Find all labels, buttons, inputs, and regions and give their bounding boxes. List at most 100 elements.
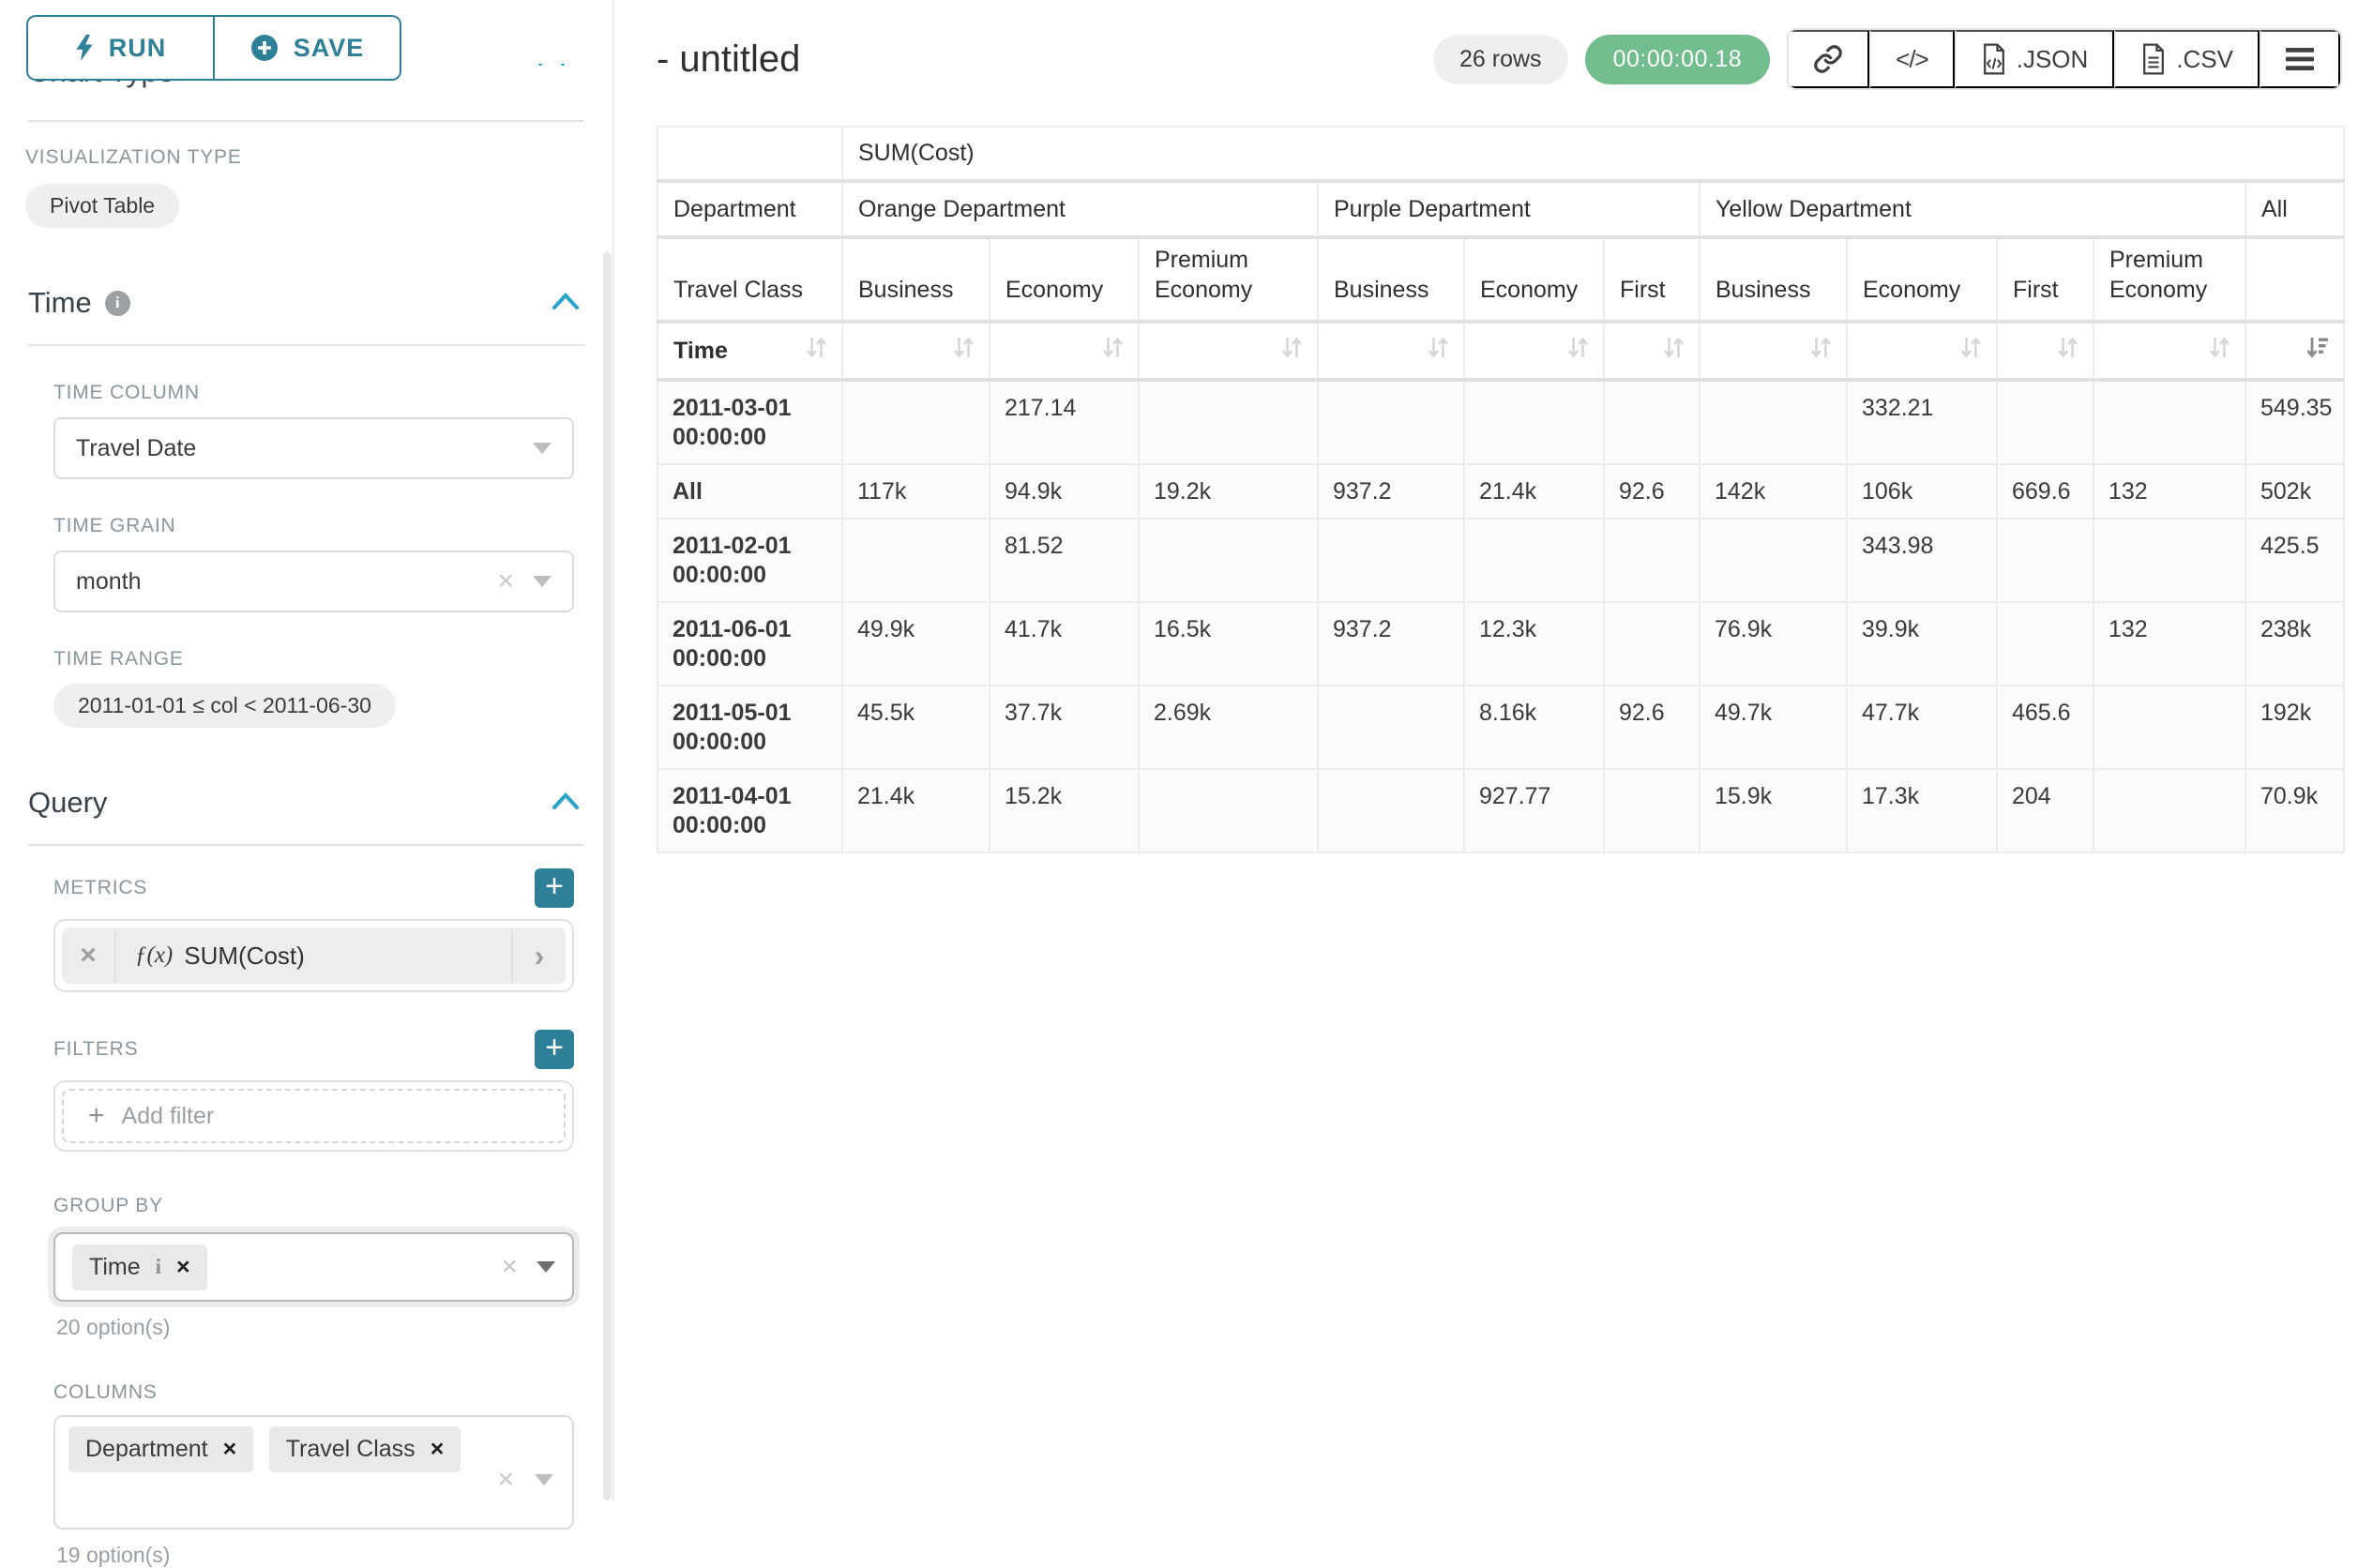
json-file-icon xyxy=(1981,43,2007,75)
pivot-cell: 117k xyxy=(842,464,990,519)
pivot-sort-header[interactable] xyxy=(842,322,990,380)
query-collapse-button[interactable] xyxy=(551,791,581,816)
plus-icon: + xyxy=(88,1100,105,1132)
pivot-sort-header[interactable] xyxy=(990,322,1139,380)
clear-icon[interactable]: × xyxy=(497,1466,514,1494)
pivot-cell: 425.5 xyxy=(2245,519,2344,602)
columns-select[interactable]: Department × Travel Class × × xyxy=(53,1415,574,1530)
sidebar-scrollbar[interactable] xyxy=(603,251,612,1500)
pivot-cell: 92.6 xyxy=(1604,464,1700,519)
pivot-cell xyxy=(2093,769,2245,852)
group-by-select[interactable]: Time i × × xyxy=(53,1232,574,1302)
pivot-sort-header[interactable]: Time xyxy=(657,322,842,380)
sort-toggle-icon xyxy=(1809,335,1833,367)
remove-tag-icon[interactable]: × xyxy=(176,1256,190,1279)
pivot-sort-header[interactable] xyxy=(1139,322,1318,380)
pivot-cell xyxy=(1604,380,1700,464)
pivot-cell: 132 xyxy=(2093,602,2245,686)
pivot-cell: 81.52 xyxy=(990,519,1139,602)
pivot-sort-header[interactable] xyxy=(1464,322,1604,380)
time-grain-select[interactable]: month × xyxy=(53,550,574,612)
columns-tag-label: Travel Class xyxy=(286,1436,416,1463)
time-column-value: Travel Date xyxy=(76,435,196,462)
menu-button[interactable] xyxy=(2260,30,2340,88)
pivot-metric-header: SUM(Cost) xyxy=(842,127,2344,181)
group-by-tag-label: Time xyxy=(89,1254,141,1281)
time-grain-label: TIME GRAIN xyxy=(53,515,584,537)
caret-down-icon xyxy=(533,576,552,587)
save-button[interactable]: SAVE xyxy=(214,15,401,81)
run-button[interactable]: RUN xyxy=(26,15,214,81)
pivot-sort-header[interactable] xyxy=(1847,322,1997,380)
time-column-label: TIME COLUMN xyxy=(53,382,584,404)
pivot-cell: 204 xyxy=(1997,769,2093,852)
group-by-label: GROUP BY xyxy=(53,1195,163,1217)
pivot-sort-header[interactable] xyxy=(2245,322,2344,380)
plus-circle-icon xyxy=(250,34,279,62)
chart-header: - untitled 26 rows 00:00:00.18 </> xyxy=(616,0,2373,90)
pivot-cell: 45.5k xyxy=(842,686,990,769)
pivot-cell xyxy=(1997,519,2093,602)
time-range-value[interactable]: 2011-01-01 ≤ col < 2011-06-30 xyxy=(53,684,396,728)
pivot-sort-header[interactable] xyxy=(1997,322,2093,380)
hamburger-icon xyxy=(2286,47,2314,71)
view-query-button[interactable]: </> xyxy=(1869,30,1955,88)
row-count-badge: 26 rows xyxy=(1433,35,1568,84)
pivot-cell xyxy=(1318,519,1464,602)
export-json-button[interactable]: .JSON xyxy=(1955,30,2115,88)
pivot-sort-header[interactable] xyxy=(2093,322,2245,380)
csv-file-icon xyxy=(2140,43,2167,75)
pivot-cell: 76.9k xyxy=(1700,602,1847,686)
metric-pill[interactable]: × ƒ(x) SUM(Cost) › xyxy=(62,927,566,984)
clear-icon[interactable]: × xyxy=(501,1253,518,1281)
pivot-class-header: Premium Economy xyxy=(2093,237,2245,322)
chevron-up-icon xyxy=(551,291,581,311)
pivot-cell: 502k xyxy=(2245,464,2344,519)
pivot-sort-header[interactable] xyxy=(1700,322,1847,380)
time-collapse-button[interactable] xyxy=(551,291,581,316)
time-column-select[interactable]: Travel Date xyxy=(53,417,574,479)
clear-icon[interactable]: × xyxy=(497,567,514,596)
pivot-group-header: Orange Department xyxy=(842,181,1318,237)
pivot-cell xyxy=(1318,380,1464,464)
pivot-sort-header[interactable] xyxy=(1604,322,1700,380)
pivot-cell: 142k xyxy=(1700,464,1847,519)
page-title: - untitled xyxy=(657,38,800,81)
caret-down-icon xyxy=(535,1474,553,1485)
pivot-class-header: Business xyxy=(842,237,990,322)
sort-toggle-icon xyxy=(1101,335,1125,367)
visualization-type-value[interactable]: Pivot Table xyxy=(25,184,179,228)
sort-toggle-icon xyxy=(2208,335,2231,367)
add-filter-plus-button[interactable]: + xyxy=(535,1030,574,1069)
sidebar-top: Chart Type RUN SAVE xyxy=(0,0,612,120)
expand-metric-icon[interactable]: › xyxy=(511,929,566,982)
pivot-cell: 49.9k xyxy=(842,602,990,686)
run-button-label: RUN xyxy=(109,34,167,63)
add-filter-button[interactable]: + Add filter xyxy=(62,1089,566,1143)
pivot-cell: 192k xyxy=(2245,686,2344,769)
remove-metric-icon[interactable]: × xyxy=(62,929,116,982)
pivot-cell: 332.21 xyxy=(1847,380,1997,464)
pivot-cell: 19.2k xyxy=(1139,464,1318,519)
pivot-cell: 937.2 xyxy=(1318,464,1464,519)
pivot-class-header xyxy=(2245,237,2344,322)
divider xyxy=(28,844,584,846)
export-csv-button[interactable]: .CSV xyxy=(2114,30,2260,88)
pivot-group-header: All xyxy=(2245,181,2344,237)
add-metric-button[interactable]: + xyxy=(535,868,574,908)
info-icon: i xyxy=(156,1255,161,1279)
remove-tag-icon[interactable]: × xyxy=(431,1438,445,1461)
remove-tag-icon[interactable]: × xyxy=(223,1438,237,1461)
pivot-cell: 17.3k xyxy=(1847,769,1997,852)
pivot-class-axis-label: Travel Class xyxy=(657,237,842,322)
pivot-class-header: Premium Economy xyxy=(1139,237,1318,322)
pivot-sort-header[interactable] xyxy=(1318,322,1464,380)
columns-tag-label: Department xyxy=(85,1436,208,1463)
share-link-button[interactable] xyxy=(1789,30,1869,88)
pivot-row-label: All xyxy=(657,464,842,519)
pivot-cell: 343.98 xyxy=(1847,519,1997,602)
pivot-group-header: Yellow Department xyxy=(1700,181,2245,237)
